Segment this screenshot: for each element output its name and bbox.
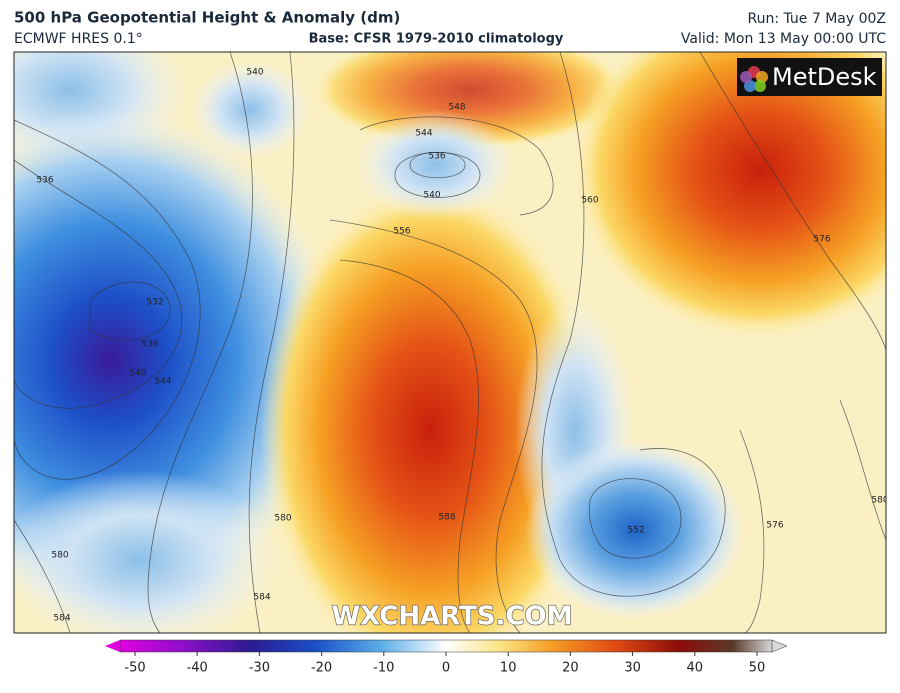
valid-time: Valid: Mon 13 May 00:00 UTC: [681, 31, 886, 47]
contour-label: 580: [871, 496, 888, 506]
run-time: Run: Tue 7 May 00Z: [747, 11, 886, 27]
contour-label: 532: [146, 298, 163, 308]
anomaly-field: [260, 180, 600, 633]
contour-label: 548: [448, 103, 465, 113]
contour-label: 584: [53, 614, 70, 624]
contour-label: 544: [415, 129, 432, 139]
title: 500 hPa Geopotential Height & Anomaly (d…: [14, 9, 400, 27]
colorbar-tick-label: 0: [442, 661, 450, 676]
colorbar-tick-label: 40: [687, 661, 704, 676]
contour-label: 580: [274, 514, 291, 524]
colorbar-tick-label: -40: [187, 661, 208, 676]
colorbar-extend-low: [105, 640, 120, 652]
map-frame: [13, 51, 887, 634]
colorbar-tick-label: 50: [749, 661, 766, 676]
contour-label: 536: [36, 176, 53, 186]
colorbar-tick-label: -20: [311, 661, 332, 676]
contour-label: 552: [627, 526, 644, 536]
colorbar-tick-label: -30: [249, 661, 270, 676]
climatology-base: Base: CFSR 1979-2010 climatology: [309, 32, 564, 47]
colorbar-tick-label: 30: [624, 661, 641, 676]
contour-label: 588: [438, 513, 455, 523]
colorbar: [119, 639, 773, 653]
model: ECMWF HRES 0.1°: [14, 31, 143, 47]
contour-label: 580: [51, 551, 68, 561]
colorbar-tick-label: 10: [500, 661, 517, 676]
contour-label: 536: [428, 152, 445, 162]
contour-label: 536: [141, 340, 158, 350]
contour-label: 540: [423, 191, 440, 201]
contour-label: 556: [393, 227, 410, 237]
contour-label: 540: [246, 68, 263, 78]
anomaly-field: [525, 440, 745, 620]
colorbar-tick-label: 20: [562, 661, 579, 676]
contour-label: 544: [154, 377, 171, 387]
colorbar-tick-label: -10: [373, 661, 394, 676]
colorbar-extend-high: [771, 639, 788, 653]
contour-label: 560: [581, 196, 598, 206]
contour-label: 540: [129, 369, 146, 379]
watermark: WXCHARTS.COM: [331, 602, 572, 632]
logo-icon: [740, 66, 768, 92]
anomaly-field: [355, 110, 515, 220]
contour-label: 584: [253, 593, 270, 603]
anomaly-field: [190, 60, 310, 160]
contour-label: 576: [766, 521, 783, 531]
logo-text: MetDesk: [772, 63, 877, 91]
anomaly-field: [14, 470, 280, 633]
contour-label: 576: [813, 235, 830, 245]
anomaly-field: [570, 52, 886, 340]
colorbar-tick-label: -50: [124, 661, 145, 676]
